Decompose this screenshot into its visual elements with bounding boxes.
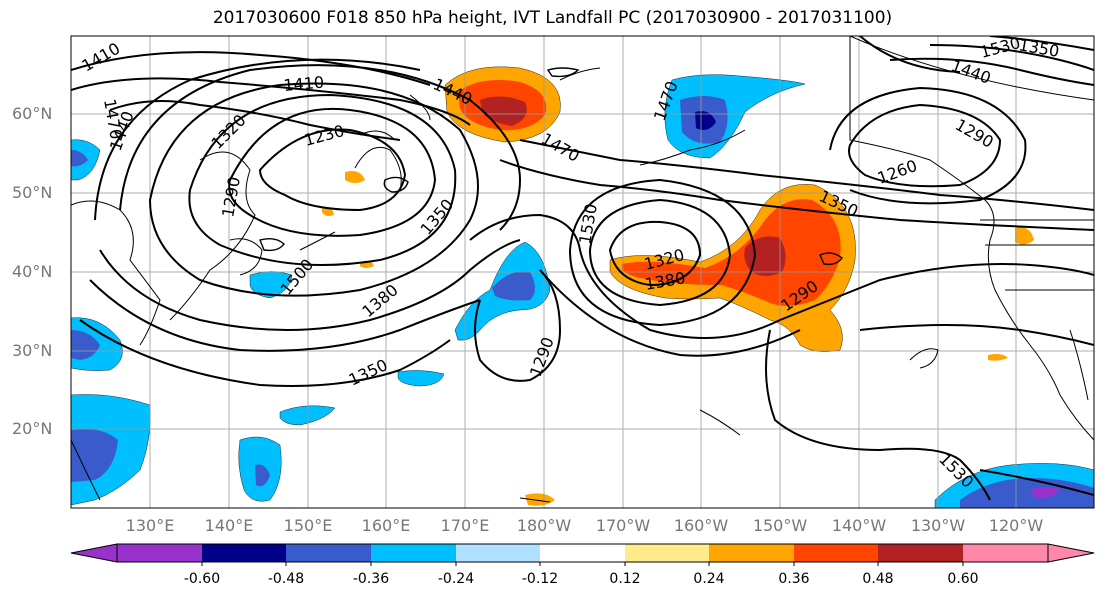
lat-label: 60°N xyxy=(12,104,53,123)
colorbar-segment xyxy=(456,544,540,562)
lat-label: 20°N xyxy=(12,419,53,438)
colorbar-tick-label: 0.60 xyxy=(947,571,979,587)
ivt-negative-shading xyxy=(71,74,1094,508)
colorbar-tick-label: 0.24 xyxy=(693,571,725,587)
lon-label: 170°W xyxy=(595,516,651,535)
colorbar-tick-label: 0.12 xyxy=(609,571,641,587)
lon-label: 160°E xyxy=(361,516,411,535)
small-contours xyxy=(259,67,843,266)
colorbar-tick-label: 0.36 xyxy=(778,571,810,587)
map-area: 1410 1410 1470 1440 1320 1230 1290 1350 … xyxy=(71,36,1094,508)
lon-label: 140°W xyxy=(831,516,887,535)
colorbar-tick-label: -0.60 xyxy=(183,571,221,587)
colorbar-tick-label: -0.24 xyxy=(437,571,475,587)
colorbar-segment xyxy=(371,544,456,562)
lat-label: 40°N xyxy=(12,262,53,281)
contour-label: 1410 xyxy=(283,73,325,95)
height-contours xyxy=(71,36,1094,501)
lat-label: 30°N xyxy=(12,341,53,360)
colorbar-segment xyxy=(202,544,286,562)
lon-label: 130°E xyxy=(125,516,175,535)
colorbar-segment xyxy=(625,544,709,562)
colorbar-segment xyxy=(878,544,963,562)
lon-label: 170°E xyxy=(440,516,490,535)
lon-label: 150°W xyxy=(752,516,808,535)
page-title: 2017030600 F018 850 hPa height, IVT Land… xyxy=(212,8,893,28)
colorbar-tick-label: 0.48 xyxy=(862,571,894,587)
colorbar-frame xyxy=(116,543,1049,563)
map-frame xyxy=(70,35,1095,509)
colorbar-segment xyxy=(286,544,371,562)
colorbar xyxy=(70,543,1095,566)
colorbar-segment xyxy=(70,543,118,563)
lon-label: 120°W xyxy=(988,516,1044,535)
colorbar-segment xyxy=(117,544,202,562)
colorbar-tick-label: -0.36 xyxy=(352,571,390,587)
lon-label: 140°E xyxy=(204,516,254,535)
colorbar-tick-label: -0.12 xyxy=(521,571,559,587)
lon-label: 160°W xyxy=(673,516,729,535)
colorbar-segment xyxy=(709,544,794,562)
lon-label: 180°W xyxy=(516,516,572,535)
colorbar-segment xyxy=(963,544,1048,562)
lon-label: 130°W xyxy=(910,516,966,535)
colorbar-segment xyxy=(1047,543,1095,563)
colorbar-ticks xyxy=(201,562,964,566)
lat-label: 50°N xyxy=(12,183,53,202)
colorbar-segment xyxy=(540,544,625,562)
colorbar-tick-label: -0.48 xyxy=(267,571,305,587)
lon-label: 150°E xyxy=(283,516,333,535)
colorbar-segment xyxy=(794,544,878,562)
